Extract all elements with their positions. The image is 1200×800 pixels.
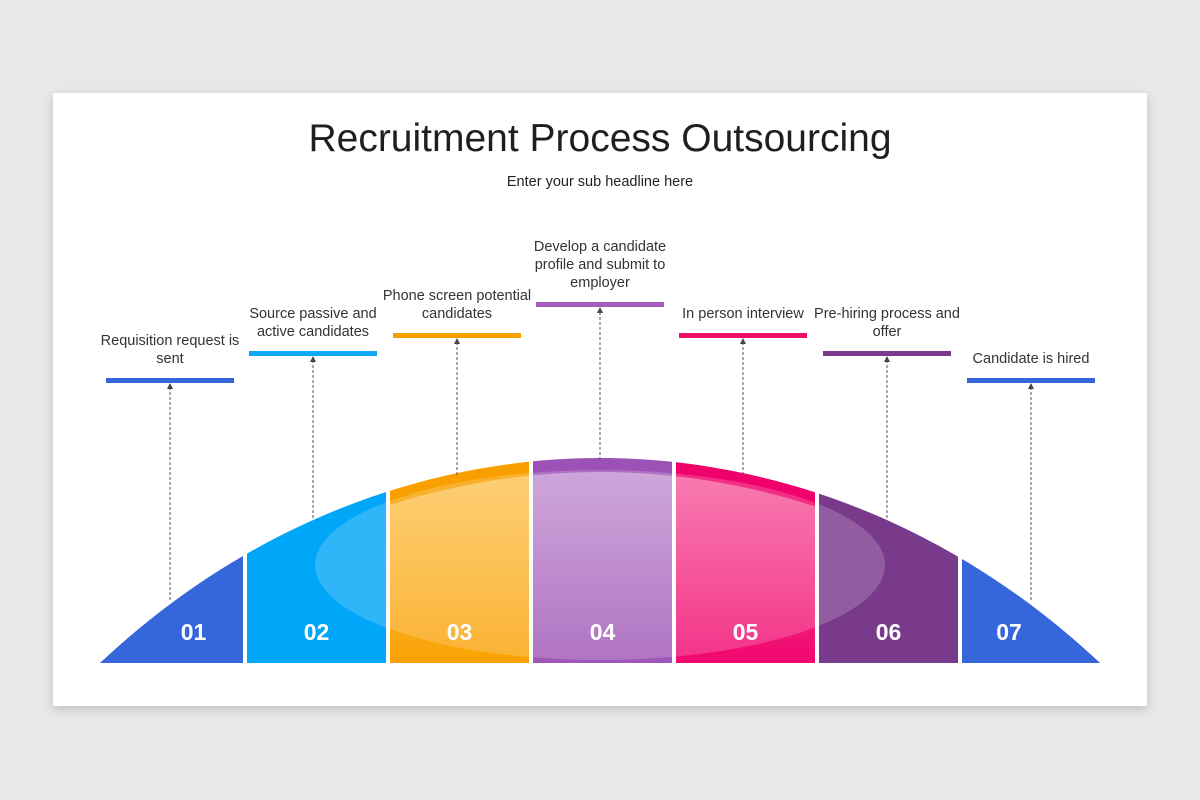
step-bar xyxy=(393,333,521,338)
segment-inner-fill xyxy=(819,472,958,663)
step-bar xyxy=(249,351,377,356)
step-label: Pre-hiring process and offer xyxy=(814,306,960,340)
step-number: 05 xyxy=(733,619,759,645)
slide-title: Recruitment Process Outsourcing xyxy=(308,117,892,160)
step-number: 07 xyxy=(996,619,1022,645)
highlight-overlay xyxy=(315,470,885,660)
step-label: Candidate is hired xyxy=(972,351,1090,367)
step-bar xyxy=(823,351,951,356)
step-number: 02 xyxy=(304,619,330,645)
step-bar xyxy=(536,302,664,307)
step-number: 01 xyxy=(181,619,207,645)
segment-inner-fill xyxy=(533,472,672,663)
step-number: 03 xyxy=(447,619,473,645)
step-label: Phone screen potential candidates xyxy=(382,288,532,322)
step-number: 04 xyxy=(590,619,616,645)
segment-inner-fill xyxy=(247,472,386,663)
step-label: In person interview xyxy=(682,306,804,322)
slide-subtitle: Enter your sub headline here xyxy=(506,174,694,190)
step-bar xyxy=(679,333,807,338)
step-number: 06 xyxy=(876,619,902,645)
step-bar xyxy=(106,378,234,383)
step-label: Source passive and active candidates xyxy=(249,306,377,340)
step-label: Develop a candidate profile and submit t… xyxy=(533,239,667,291)
step-label: Requisition request is sent xyxy=(100,333,240,367)
step-bar xyxy=(967,378,1095,383)
